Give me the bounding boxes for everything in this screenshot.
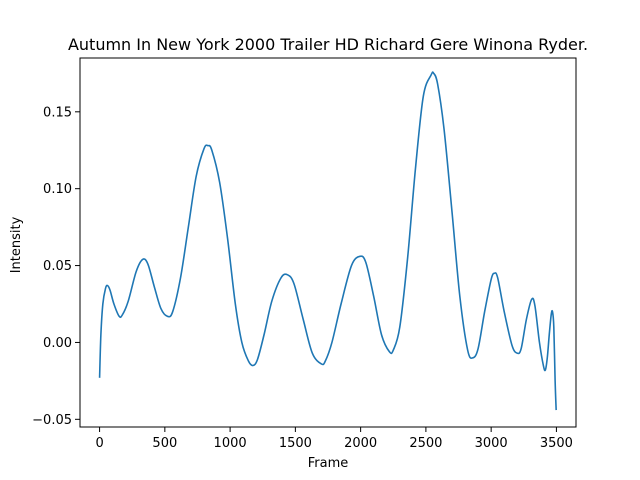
- y-tick-label: 0.05: [43, 259, 72, 274]
- x-axis-label: Frame: [308, 456, 349, 471]
- x-tick-label: 2500: [409, 436, 442, 451]
- y-tick-label: 0.10: [43, 182, 72, 197]
- y-tick-label: 0.15: [43, 105, 72, 120]
- x-tick-label: 3000: [475, 436, 508, 451]
- x-tick-label: 500: [152, 436, 177, 451]
- x-tick-label: 2000: [344, 436, 377, 451]
- series-line: [98, 71, 557, 411]
- x-tick-label: 1500: [279, 436, 312, 451]
- y-axis-label: Intensity: [9, 216, 24, 273]
- x-tick-label: 0: [95, 436, 103, 451]
- chart-title: Autumn In New York 2000 Trailer HD Richa…: [68, 35, 588, 54]
- y-tick-label: −0.05: [32, 413, 72, 428]
- axes-frame: [79, 57, 577, 428]
- x-tick-label: 1000: [214, 436, 247, 451]
- y-tick-label: 0.00: [43, 336, 72, 351]
- x-tick-label: 3500: [540, 436, 573, 451]
